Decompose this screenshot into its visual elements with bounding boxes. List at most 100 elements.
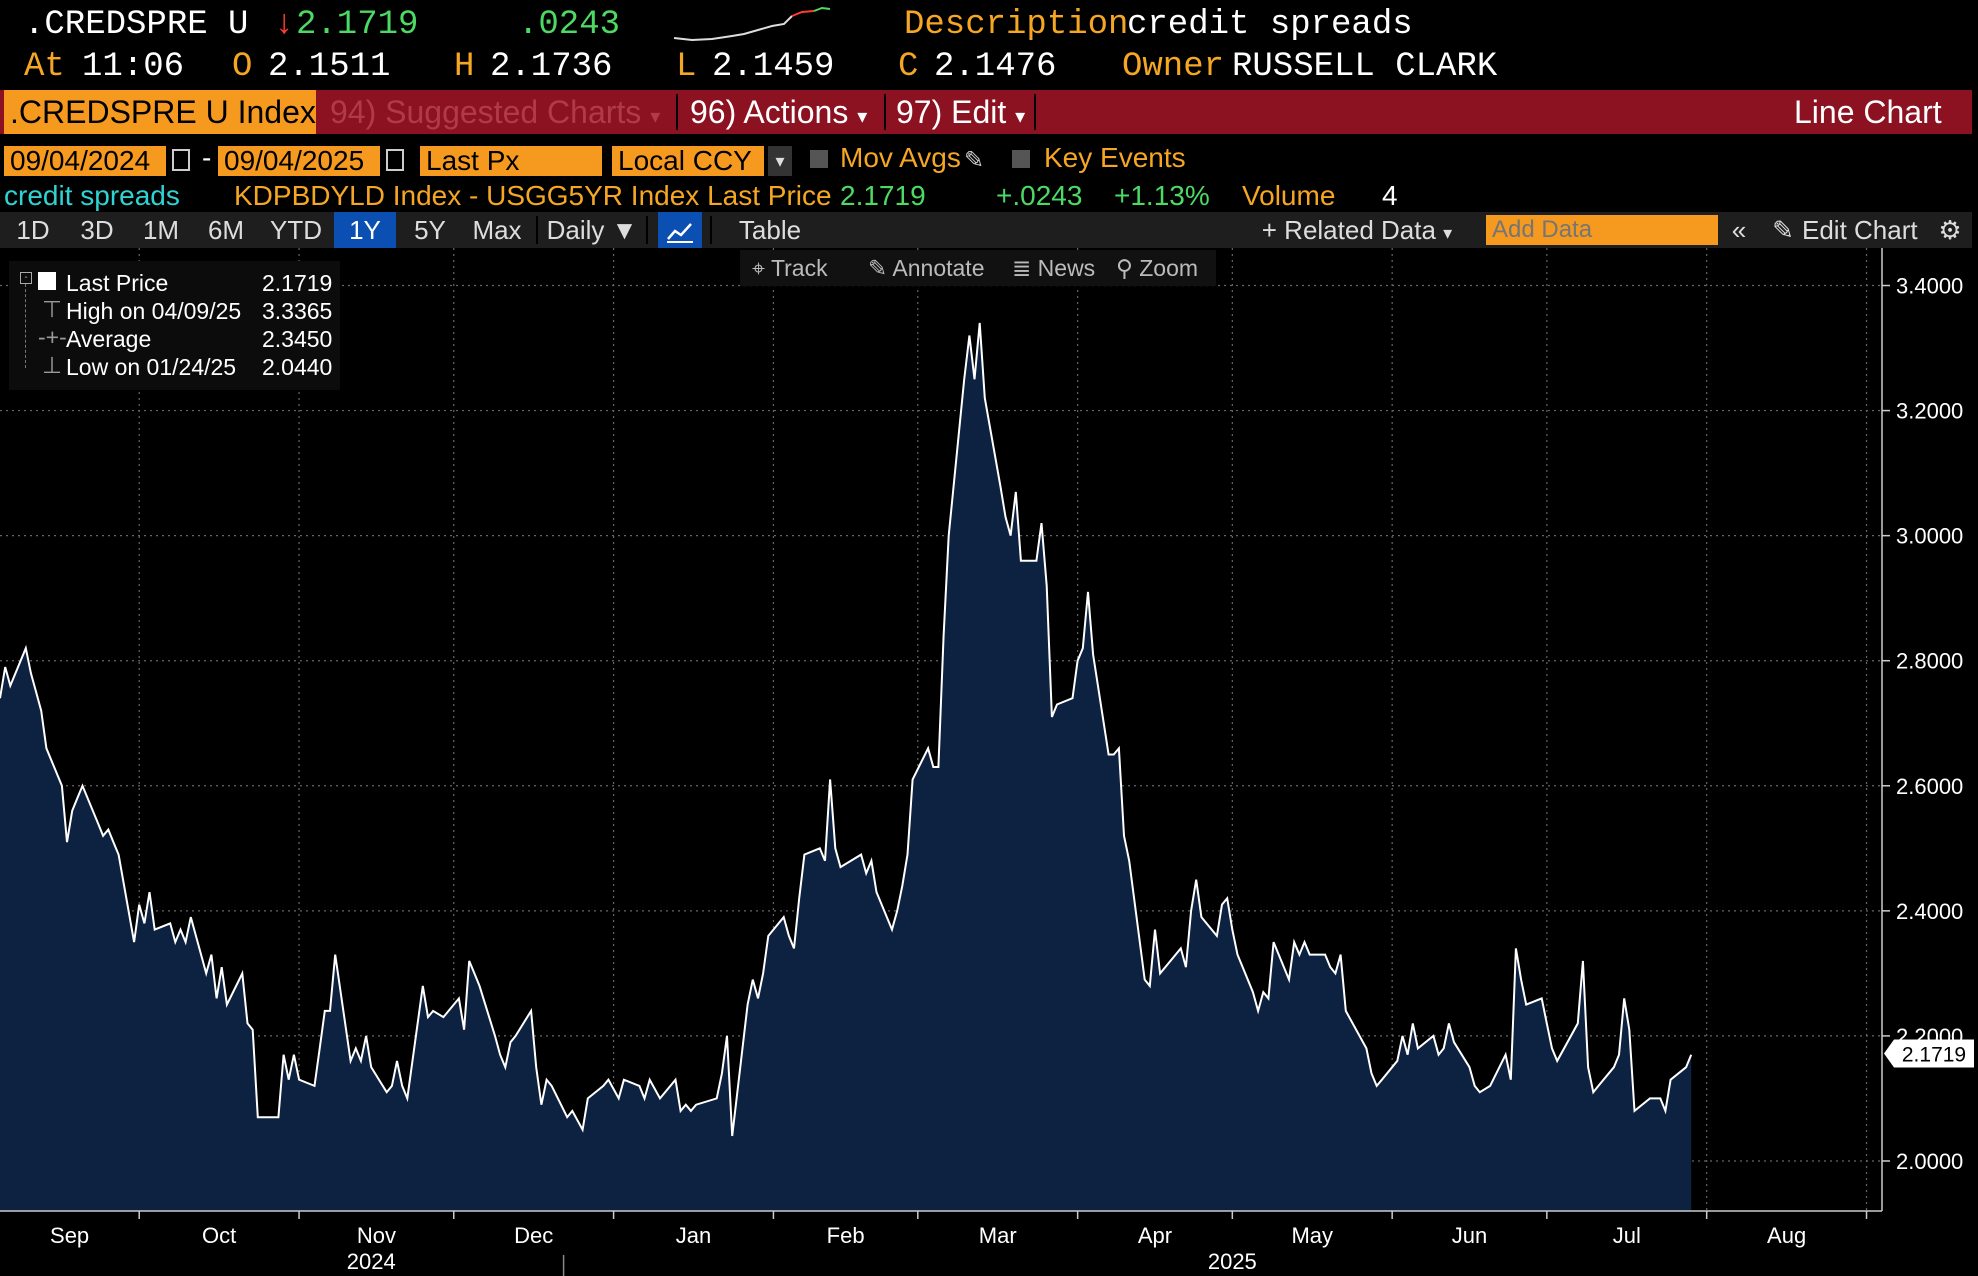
last-price-tag-label: 2.1719 — [1902, 1043, 1966, 1066]
edit-chart-button[interactable]: Edit Chart — [1802, 215, 1918, 245]
period-1m[interactable]: 1M — [142, 215, 180, 245]
legend-avg-value: 2.3450 — [262, 326, 333, 352]
average-marker-icon: -+- — [38, 324, 67, 350]
pencil-icon: ✎ — [868, 255, 888, 281]
chevron-down-icon: ▾ — [650, 106, 661, 128]
x-tick-label: Jan — [676, 1223, 711, 1248]
mov-avgs-label: Mov Avgs — [840, 142, 961, 173]
legend-avg-label: Average — [66, 326, 152, 352]
ticker: .CREDSPRE U — [24, 6, 249, 44]
legend-low-label: Low on 01/24/25 — [66, 354, 237, 380]
suggested-charts-label: 94) Suggested Charts — [330, 94, 642, 130]
series-pct: +1.13% — [1114, 180, 1210, 211]
key-events-label: Key Events — [1044, 142, 1186, 173]
low-value: 2.1459 — [712, 48, 835, 86]
y-tick-label: 3.4000 — [1896, 274, 1963, 299]
actions-label: 96) Actions — [690, 94, 849, 130]
chart-type-label: Line Chart — [1794, 94, 1942, 130]
period-max[interactable]: Max — [472, 215, 522, 245]
owner-value: RUSSELL CLARK — [1232, 48, 1498, 86]
currency-select[interactable]: Local CCY — [612, 146, 764, 176]
grid-lines — [0, 248, 1882, 1211]
at-label: At — [24, 48, 65, 86]
x-tick-label: Dec — [514, 1223, 553, 1248]
suggested-charts-menu[interactable]: 94) Suggested Charts ▾ — [330, 90, 660, 134]
x-tick-label: Oct — [202, 1223, 236, 1248]
menu-divider — [884, 94, 886, 130]
low-label: L — [676, 48, 697, 86]
line-chart-icon[interactable] — [658, 212, 702, 248]
x-tick-label: Aug — [1767, 1223, 1806, 1248]
close-label: C — [898, 48, 919, 86]
series-change: +.0243 — [996, 180, 1083, 211]
volume-value: 4 — [1382, 180, 1398, 211]
collapse-double-chevron-icon[interactable]: « — [1731, 215, 1747, 245]
news-label: News — [1037, 255, 1096, 281]
low-marker-icon: ⊥ — [42, 352, 63, 378]
series-formula: KDPBDYLD Index - USGG5YR Index Last Pric… — [234, 180, 832, 211]
field-select[interactable]: Last Px — [420, 146, 602, 176]
edit-menu[interactable]: 97) Edit ▾ — [896, 90, 1025, 134]
line-chart[interactable]: Sep Oct Nov Dec Jan Feb Mar Apr May Jun Jul Aug 2024… — [0, 248, 1978, 1276]
period-6m[interactable]: 6M — [207, 215, 245, 245]
y-tick-label: 3.2000 — [1896, 399, 1963, 424]
related-data-label: + Related Data — [1261, 215, 1436, 245]
add-data-input[interactable] — [1486, 215, 1718, 245]
series-last: 2.1719 — [840, 180, 926, 211]
frequency-select[interactable]: Daily ▼ — [542, 212, 642, 248]
menu-bar — [0, 90, 1972, 134]
legend-tree-line — [25, 284, 27, 368]
down-arrow-icon: ↓ — [274, 6, 295, 44]
toolbar-divider — [536, 216, 538, 244]
pencil-icon[interactable]: ✎ — [964, 147, 985, 174]
zoom-tool[interactable]: ⚲ Zoom — [1116, 250, 1198, 286]
x-tick-label: Apr — [1138, 1223, 1172, 1248]
annotate-tool[interactable]: ✎ Annotate — [868, 250, 985, 286]
track-label: Track — [770, 255, 828, 281]
calendar-icon[interactable] — [386, 149, 404, 171]
pencil-icon[interactable]: ✎ — [1772, 215, 1794, 245]
last-price-tag-shape — [1884, 1039, 1974, 1068]
caret-down-icon: ▼ — [611, 215, 638, 245]
x-tick-label: Feb — [827, 1223, 865, 1248]
actions-menu[interactable]: 96) Actions ▾ — [690, 90, 867, 134]
toolbar-divider — [710, 216, 712, 244]
period-5y[interactable]: 5Y — [414, 215, 446, 245]
x-tick-label: Nov — [357, 1223, 396, 1248]
menu-divider — [676, 94, 678, 130]
last-price: 2.1719 — [296, 6, 419, 44]
gear-icon[interactable]: ⚙ — [1938, 215, 1962, 245]
news-tool[interactable]: ≣ News — [1012, 250, 1095, 286]
list-icon: ≣ — [1012, 255, 1032, 281]
table-button[interactable]: Table — [738, 215, 802, 245]
related-data-menu[interactable]: + Related Data ▾ — [1252, 212, 1462, 248]
track-tool[interactable]: ⌖ Track — [752, 250, 828, 286]
x-tick-label: Mar — [979, 1223, 1017, 1248]
chevron-down-icon[interactable]: ▾ — [768, 146, 792, 176]
high-value: 2.1736 — [490, 48, 613, 86]
y-tick-label: 3.0000 — [1896, 524, 1963, 549]
axes — [0, 248, 1890, 1276]
description-label: Description — [904, 6, 1129, 44]
calendar-icon[interactable] — [172, 149, 190, 171]
key-events-checkbox[interactable] — [1012, 150, 1030, 168]
time-value: 11:06 — [82, 48, 185, 86]
period-3d[interactable]: 3D — [80, 215, 114, 245]
legend-last-label: Last Price — [66, 270, 169, 296]
series-swatch — [38, 272, 56, 290]
period-ytd[interactable]: YTD — [270, 215, 322, 245]
end-date-input[interactable]: 09/04/2025 — [218, 146, 380, 176]
menu-divider — [1034, 94, 1036, 130]
volume-label: Volume — [1242, 180, 1336, 211]
security-field[interactable]: .CREDSPRE U Index — [4, 90, 316, 134]
start-date-input[interactable]: 09/04/2024 — [4, 146, 166, 176]
magnifier-icon: ⚲ — [1116, 255, 1133, 281]
collapse-icon[interactable]: - — [20, 272, 32, 284]
legend-low-value: 2.0440 — [262, 354, 333, 380]
period-1d[interactable]: 1D — [16, 215, 50, 245]
x-tick-label: Jun — [1452, 1223, 1487, 1248]
sparkline-icon — [673, 6, 831, 42]
mov-avgs-checkbox[interactable] — [810, 150, 828, 168]
period-1y[interactable]: 1Y — [334, 212, 396, 248]
date-dash: - — [202, 142, 212, 173]
